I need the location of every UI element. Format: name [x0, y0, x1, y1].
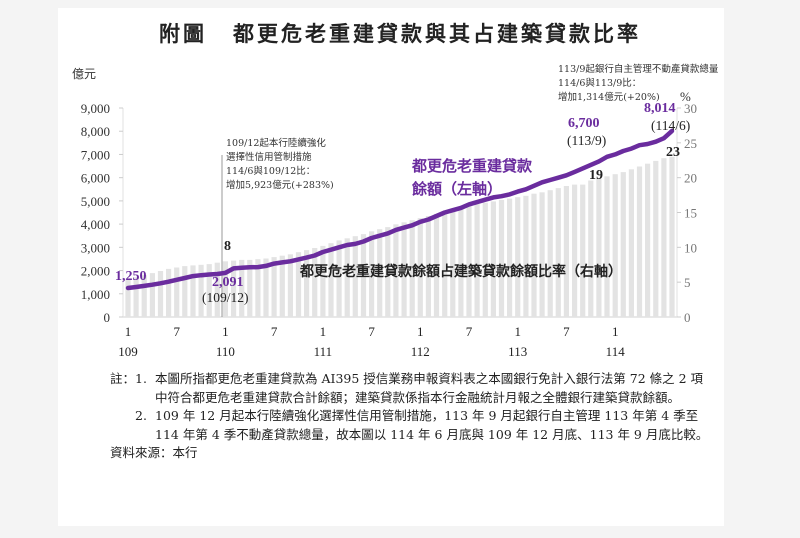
svg-text:114/6與113/9比：: 114/6與113/9比： [558, 77, 641, 89]
svg-text:7: 7 [466, 324, 473, 339]
svg-text:9,000: 9,000 [81, 101, 110, 116]
svg-text:7: 7 [368, 324, 375, 339]
bar-legend: 都更危老重建貸款餘額占建築貸款餘額比率（右軸） [299, 263, 622, 280]
svg-text:7: 7 [563, 324, 570, 339]
svg-text:1: 1 [612, 324, 619, 339]
ratio-bars [125, 156, 675, 318]
svg-text:(109/12): (109/12) [202, 290, 249, 305]
svg-text:114: 114 [606, 344, 626, 359]
value-label-109-12: 2,091 [212, 275, 244, 290]
svg-text:114/6與109/12比：: 114/6與109/12比： [226, 165, 315, 177]
svg-text:7: 7 [173, 324, 180, 339]
svg-text:8: 8 [224, 239, 231, 254]
figure-label: 附圖 [159, 21, 207, 46]
svg-text:0: 0 [684, 310, 691, 325]
value-label-start: 1,250 [115, 269, 147, 284]
chart-title: 附圖 都更危老重建貸款與其占建築貸款比率 [0, 18, 800, 48]
date-labels: (109/12) (113/9) (114/6) [202, 118, 690, 305]
svg-text:1: 1 [417, 324, 424, 339]
svg-text:(114/6): (114/6) [651, 118, 690, 133]
svg-text:增加5,923億元(+283%): 增加5,923億元(+283%) [226, 179, 334, 191]
svg-text:1: 1 [320, 324, 327, 339]
svg-text:餘額（左軸）: 餘額（左軸） [412, 180, 502, 198]
svg-text:7,000: 7,000 [81, 147, 110, 162]
svg-text:(113/9): (113/9) [567, 133, 606, 148]
svg-text:1: 1 [514, 324, 521, 339]
svg-text:增加1,314億元(+20%): 增加1,314億元(+20%) [558, 91, 660, 103]
svg-text:109/12起本行陸續強化: 109/12起本行陸續強化 [226, 137, 326, 149]
value-label-113-9: 6,700 [568, 116, 600, 131]
svg-text:113: 113 [508, 344, 527, 359]
svg-text:都更危老重建貸款: 都更危老重建貸款 [411, 157, 533, 175]
svg-text:1,000: 1,000 [81, 287, 110, 302]
svg-text:25: 25 [684, 136, 697, 151]
svg-text:113/9起銀行自主管理不動產貸款總量: 113/9起銀行自主管理不動產貸款總量 [558, 63, 719, 75]
notes-prefix: 註： [110, 371, 136, 386]
svg-text:30: 30 [684, 101, 697, 116]
right-axis-ticks: 0 5 10 15 20 25 30 [677, 101, 697, 325]
chart-title-text: 都更危老重建貸款與其占建築貸款比率 [233, 21, 641, 46]
note-1-number: 1. [135, 371, 147, 386]
svg-text:110: 110 [216, 344, 235, 359]
svg-text:10: 10 [684, 240, 697, 255]
svg-text:4,000: 4,000 [81, 217, 110, 232]
svg-text:0: 0 [104, 310, 111, 325]
svg-text:109: 109 [118, 344, 138, 359]
svg-text:3,000: 3,000 [81, 240, 110, 255]
note-2-text: 109 年 12 月起本行陸續強化選擇性信用管制措施，113 年 9 月起銀行自… [155, 408, 709, 442]
svg-text:2,000: 2,000 [81, 264, 110, 279]
left-axis-ticks: 0 1,000 2,000 3,000 4,000 5,000 6,000 7,000 8,00… [81, 101, 123, 325]
svg-text:15: 15 [684, 206, 697, 221]
svg-text:23: 23 [666, 145, 680, 160]
combo-chart: 億元 % 0 1,000 2,000 3,000 4,000 5,000 6,000 7,00… [72, 63, 719, 359]
data-source: 資料來源：本行 [110, 445, 198, 460]
bar-value-labels: 8 19 23 [224, 145, 680, 254]
right-axis-unit: % [680, 89, 691, 104]
svg-text:8,000: 8,000 [81, 124, 110, 139]
callout-self-management: 113/9起銀行自主管理不動產貸款總量 114/6與113/9比： 增加1,31… [558, 63, 719, 103]
svg-text:19: 19 [589, 168, 603, 183]
svg-text:6,000: 6,000 [81, 171, 110, 186]
callout-credit-control: 109/12起本行陸續強化 選擇性信用管制措施 114/6與109/12比： 增… [226, 137, 334, 191]
svg-text:111: 111 [314, 344, 333, 359]
left-axis-unit: 億元 [72, 67, 96, 81]
footnotes: 註： 1. 本圖所指都更危老重建貸款為 AI395 授信業務申報資料表之本國銀行… [110, 370, 710, 463]
svg-text:5: 5 [684, 275, 691, 290]
svg-text:112: 112 [411, 344, 430, 359]
svg-text:20: 20 [684, 171, 697, 186]
note-2-number: 2. [135, 408, 147, 423]
line-value-labels: 1,250 2,091 6,700 8,014 [115, 101, 676, 290]
value-label-114-6: 8,014 [644, 101, 676, 116]
svg-text:1: 1 [125, 324, 132, 339]
loan-balance-line [125, 128, 675, 291]
svg-text:5,000: 5,000 [81, 194, 110, 209]
line-legend: 都更危老重建貸款 餘額（左軸） [411, 157, 533, 198]
svg-text:7: 7 [271, 324, 278, 339]
svg-text:1: 1 [222, 324, 229, 339]
svg-text:選擇性信用管制措施: 選擇性信用管制措施 [226, 151, 312, 163]
note-1-text: 本圖所指都更危老重建貸款為 AI395 授信業務申報資料表之本國銀行免計入銀行法… [155, 371, 704, 405]
